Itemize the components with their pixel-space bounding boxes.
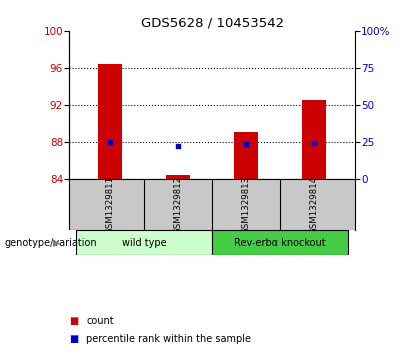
Text: count: count: [86, 316, 114, 326]
Text: ■: ■: [69, 316, 79, 326]
Text: Rev-erbα knockout: Rev-erbα knockout: [234, 238, 326, 248]
Bar: [76, 230, 212, 255]
Bar: [98, 64, 122, 179]
Bar: [166, 175, 190, 179]
Text: GSM1329811: GSM1329811: [105, 175, 115, 233]
Text: GSM1329812: GSM1329812: [173, 175, 183, 233]
Bar: [234, 132, 258, 179]
Title: GDS5628 / 10453542: GDS5628 / 10453542: [141, 17, 284, 30]
Text: genotype/variation: genotype/variation: [4, 238, 97, 248]
Text: GSM1329814: GSM1329814: [310, 175, 319, 233]
Bar: [212, 230, 348, 255]
Text: GSM1329813: GSM1329813: [241, 175, 251, 233]
Text: ■: ■: [69, 334, 79, 344]
Bar: [302, 100, 326, 179]
Text: percentile rank within the sample: percentile rank within the sample: [86, 334, 251, 344]
Text: wild type: wild type: [122, 238, 166, 248]
Text: ▶: ▶: [52, 238, 60, 248]
